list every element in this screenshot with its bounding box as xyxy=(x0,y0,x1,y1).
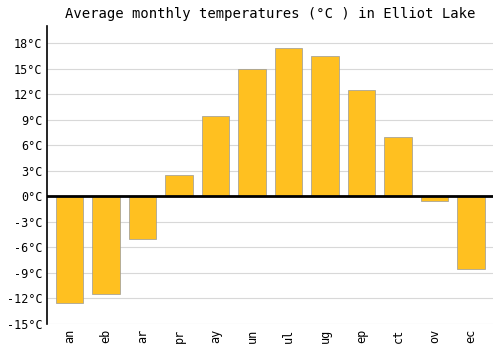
Bar xyxy=(384,137,412,196)
Bar xyxy=(92,196,120,294)
Title: Average monthly temperatures (°C ) in Elliot Lake: Average monthly temperatures (°C ) in El… xyxy=(65,7,476,21)
Bar xyxy=(128,196,156,239)
Bar xyxy=(458,196,485,269)
Bar xyxy=(348,90,376,196)
Bar xyxy=(275,48,302,196)
Bar xyxy=(312,56,338,196)
Bar xyxy=(202,116,229,196)
Bar xyxy=(165,175,192,196)
Bar xyxy=(421,196,448,201)
Bar xyxy=(56,196,83,303)
Bar xyxy=(238,69,266,196)
